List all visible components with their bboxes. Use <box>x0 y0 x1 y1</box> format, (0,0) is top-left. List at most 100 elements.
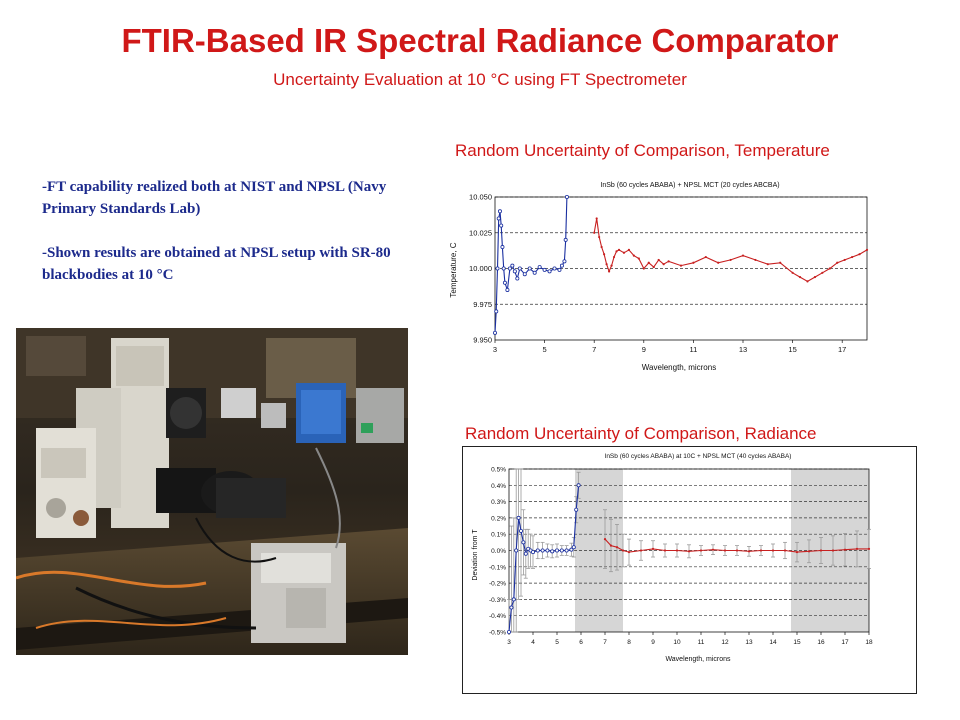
series-1 <box>603 509 871 573</box>
x-tick-label: 11 <box>698 639 705 646</box>
y-tick-label: -0.4% <box>489 613 506 620</box>
data-point <box>609 544 613 547</box>
x-tick-label: 6 <box>579 639 583 646</box>
data-point <box>562 259 567 264</box>
data-point <box>642 267 645 270</box>
data-point <box>855 547 859 550</box>
data-point <box>612 255 616 259</box>
data-point <box>747 550 751 553</box>
data-point <box>831 549 835 552</box>
data-point <box>557 267 562 272</box>
data-point <box>858 253 861 256</box>
data-point <box>537 265 542 270</box>
x-tick-label: 12 <box>721 639 729 646</box>
data-point <box>593 231 596 234</box>
data-point <box>559 548 564 553</box>
y-tick-label: -0.1% <box>489 564 506 571</box>
data-point <box>865 248 869 252</box>
series-line <box>508 485 580 633</box>
series-line <box>593 218 868 283</box>
x-tick-label: 11 <box>690 345 698 354</box>
x-tick-label: 15 <box>793 639 801 646</box>
y-tick-label: 0.4% <box>491 483 506 490</box>
x-axis-label: Wavelength, microns <box>642 363 716 372</box>
series-0 <box>493 194 569 335</box>
data-point <box>667 260 670 263</box>
temperature-chart-caption: Random Uncertainty of Comparison, Temper… <box>455 141 830 160</box>
data-point <box>552 266 557 271</box>
data-point <box>598 235 601 239</box>
temperature-uncertainty-chart: InSb (60 cycles ABABA) + NPSL MCT (20 cy… <box>445 173 875 373</box>
data-point <box>510 263 515 268</box>
x-tick-label: 4 <box>531 639 535 646</box>
data-point <box>507 266 512 271</box>
y-tick-label: -0.2% <box>489 581 506 588</box>
data-point <box>798 275 802 279</box>
x-tick-label: 16 <box>817 639 825 646</box>
y-tick-label: 0.1% <box>491 532 506 539</box>
data-point <box>795 551 799 554</box>
data-point <box>540 548 545 553</box>
data-point <box>515 276 520 281</box>
x-tick-label: 14 <box>769 639 777 646</box>
data-point <box>497 209 502 214</box>
data-point <box>647 261 650 264</box>
data-point <box>663 549 667 552</box>
data-point <box>500 245 505 250</box>
x-tick-label: 10 <box>673 639 681 646</box>
y-tick-label: -0.5% <box>489 630 506 637</box>
x-tick-label: 7 <box>603 639 607 646</box>
data-point <box>493 330 498 335</box>
data-point <box>851 255 854 259</box>
data-point <box>615 250 618 253</box>
data-point <box>499 223 504 228</box>
data-point <box>819 549 823 552</box>
data-point <box>754 258 757 262</box>
x-tick-label: 15 <box>788 345 796 354</box>
y-tick-label: 0.0% <box>491 548 506 555</box>
y-tick-label: 10.000 <box>469 264 492 273</box>
x-tick-label: 17 <box>841 639 849 646</box>
data-point <box>494 309 499 314</box>
series-0 <box>507 468 581 634</box>
data-point <box>527 266 532 271</box>
chart-title: InSb (60 cycles ABABA) + NPSL MCT (20 cy… <box>600 182 779 189</box>
data-point <box>813 275 817 279</box>
data-point <box>522 272 527 277</box>
x-tick-label: 13 <box>745 639 753 646</box>
data-point <box>495 266 500 271</box>
data-point <box>622 251 626 254</box>
y-tick-label: 0.2% <box>491 515 506 522</box>
series-line <box>494 196 568 333</box>
data-point <box>843 258 846 262</box>
y-tick-label: 10.025 <box>469 228 492 237</box>
data-point <box>509 605 514 610</box>
data-point <box>507 629 512 634</box>
data-point <box>545 548 550 553</box>
radiance-chart-caption: Random Uncertainty of Comparison, Radian… <box>465 424 817 443</box>
x-tick-label: 5 <box>555 639 559 646</box>
radiance-uncertainty-chart: InSb (60 cycles ABABA) at 10C + NPSL MCT… <box>462 446 917 694</box>
data-point <box>603 253 606 256</box>
data-point <box>687 550 691 553</box>
data-point <box>729 258 732 262</box>
data-point <box>675 549 679 552</box>
data-point <box>843 548 847 551</box>
data-point <box>542 267 547 272</box>
x-axis-label: Wavelength, microns <box>665 656 731 663</box>
data-point <box>828 267 831 270</box>
data-point <box>502 280 507 285</box>
data-point <box>807 550 811 553</box>
data-point <box>711 548 715 551</box>
data-point <box>531 550 536 555</box>
data-point <box>639 549 643 552</box>
y-tick-label: -0.3% <box>489 597 506 604</box>
data-point <box>501 266 506 271</box>
data-point <box>532 270 537 275</box>
x-tick-label: 9 <box>651 639 655 646</box>
data-point <box>605 263 608 266</box>
data-point <box>821 271 824 274</box>
data-point <box>519 528 524 533</box>
data-point <box>637 257 640 260</box>
note-fts-capability: -FT capability realized both at NIST and… <box>42 179 387 217</box>
